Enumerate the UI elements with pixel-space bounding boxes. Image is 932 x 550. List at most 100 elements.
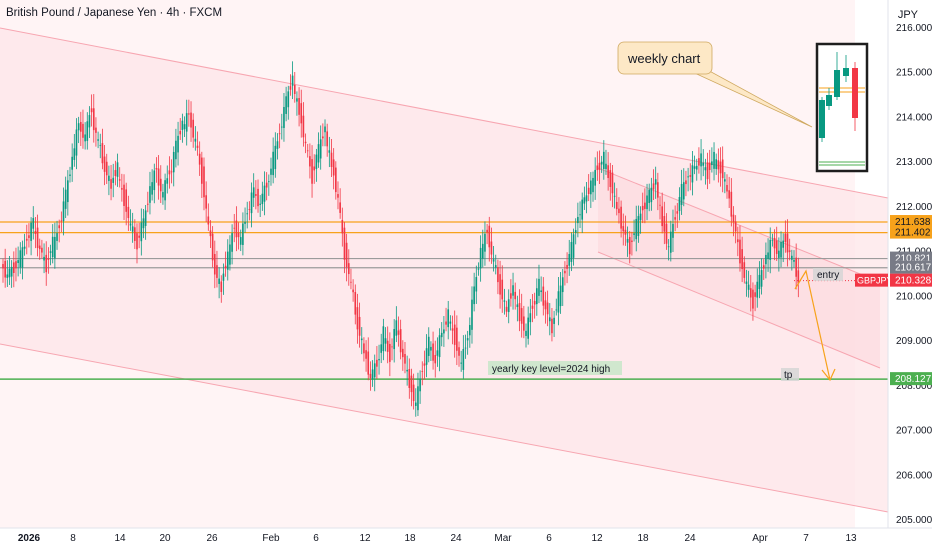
candle	[108, 175, 110, 181]
candle	[713, 151, 715, 169]
candle	[382, 326, 385, 352]
candle	[724, 179, 726, 182]
candle	[674, 217, 676, 220]
candle	[568, 254, 571, 266]
x-tick-label: 24	[450, 533, 462, 544]
candle	[667, 246, 670, 248]
candle	[298, 98, 300, 115]
large-channel-fill	[0, 28, 888, 512]
candle	[127, 206, 130, 219]
candle	[233, 227, 236, 229]
candle	[548, 317, 551, 322]
candle	[572, 234, 575, 258]
candle	[557, 291, 560, 313]
candle	[4, 260, 6, 278]
candle	[544, 300, 547, 310]
x-tick-label: Mar	[494, 533, 512, 544]
candle	[330, 152, 333, 168]
candle	[795, 257, 797, 277]
candle	[313, 166, 316, 171]
candle	[360, 338, 363, 341]
candle	[226, 251, 229, 270]
candle	[162, 192, 164, 198]
candle	[749, 288, 752, 298]
candle	[170, 171, 173, 173]
candle	[756, 281, 759, 298]
candle	[101, 143, 104, 164]
candle	[432, 343, 434, 361]
candle	[62, 201, 65, 222]
candle	[242, 223, 244, 245]
candle	[261, 193, 264, 205]
y-tick-label: 214.000	[896, 112, 932, 123]
candle	[218, 278, 220, 284]
candle	[231, 233, 233, 252]
candle	[328, 150, 331, 153]
candle	[646, 195, 648, 210]
candle	[775, 240, 778, 254]
candle	[590, 180, 592, 195]
candle	[30, 222, 32, 241]
candle	[551, 318, 553, 334]
candle	[501, 279, 504, 300]
weekly-candle	[843, 68, 849, 76]
weekly-candle	[819, 100, 825, 138]
candle	[283, 106, 285, 128]
candle	[477, 268, 480, 270]
candle	[615, 201, 618, 210]
candle	[246, 213, 249, 215]
candle	[765, 254, 767, 265]
candle	[257, 188, 259, 207]
candle	[198, 153, 201, 165]
candle	[192, 119, 195, 138]
candle	[628, 237, 631, 255]
candle	[462, 348, 465, 370]
candle	[767, 252, 769, 259]
candle	[451, 328, 454, 331]
candle	[456, 327, 458, 351]
candle	[579, 214, 581, 216]
candle	[389, 343, 391, 362]
candle	[410, 375, 413, 393]
candle	[47, 258, 50, 260]
time-axis-background	[0, 528, 932, 550]
symbol-tag-label: GBPJPY	[857, 276, 893, 286]
candle	[64, 189, 67, 209]
candle	[151, 182, 153, 195]
candle	[114, 170, 117, 176]
candle	[168, 170, 171, 175]
candle	[352, 289, 354, 293]
candle	[140, 222, 143, 242]
candle	[378, 358, 380, 361]
weekly-candle	[834, 70, 840, 97]
candle	[641, 205, 644, 211]
candle	[447, 309, 450, 328]
candle	[17, 260, 19, 263]
candle	[438, 335, 441, 358]
candle	[19, 250, 22, 268]
candle	[319, 139, 322, 159]
candle	[84, 134, 86, 142]
candle	[194, 138, 197, 142]
candle	[280, 126, 283, 128]
candle	[373, 363, 376, 378]
candle	[484, 233, 486, 252]
candle	[791, 255, 793, 260]
candle	[529, 313, 532, 323]
candle	[250, 192, 253, 214]
candle	[721, 159, 724, 179]
candle	[56, 233, 58, 241]
candle	[358, 316, 361, 336]
candle	[747, 284, 750, 290]
candle	[473, 286, 475, 305]
y-tick-label: 209.000	[896, 336, 932, 347]
candle	[440, 332, 443, 338]
candle	[453, 324, 456, 345]
candle	[157, 168, 160, 186]
x-tick-label: 8	[70, 533, 76, 544]
y-tick-label: 206.000	[896, 470, 932, 481]
candle	[490, 241, 493, 255]
candle	[367, 351, 370, 375]
candle	[481, 243, 484, 259]
